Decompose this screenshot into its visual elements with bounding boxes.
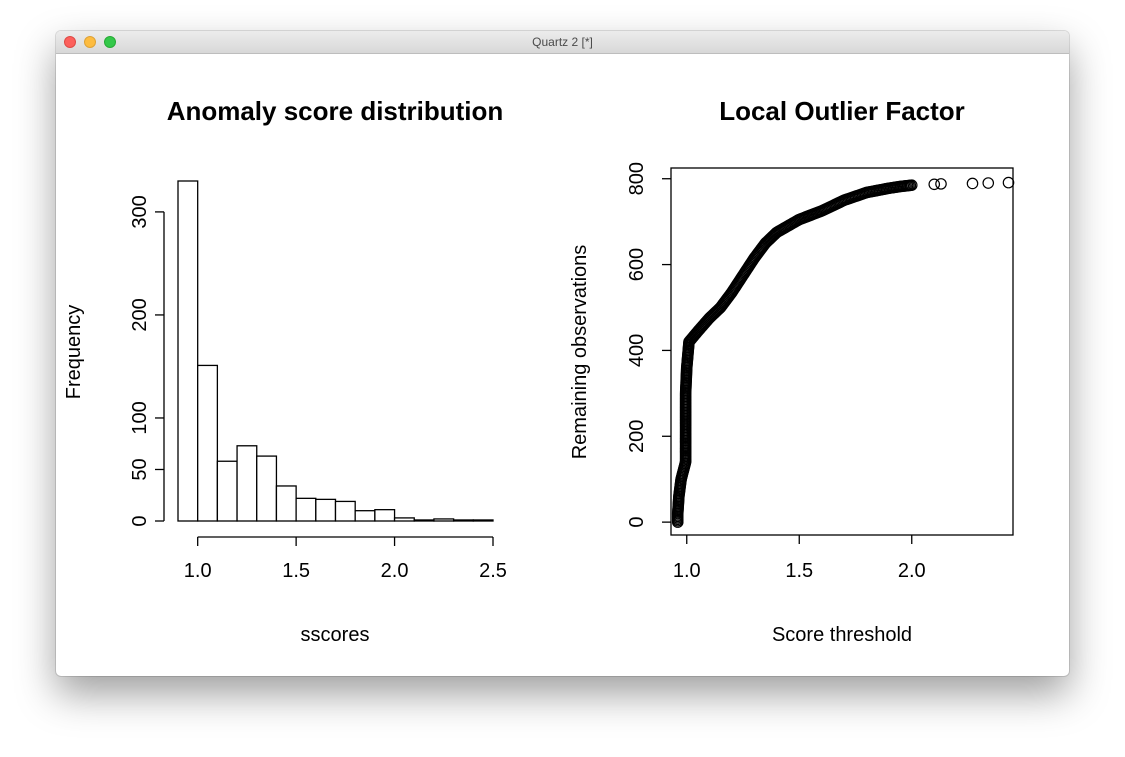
histogram-bar-14 — [452, 519, 474, 522]
histogram-bar-9 — [354, 510, 376, 522]
lof-title: Local Outlier Factor — [719, 96, 965, 126]
lof-y-tick-label-4: 800 — [626, 162, 648, 195]
histogram-bar-12 — [413, 519, 435, 522]
lof-x-tick-label-1: 1.5 — [785, 560, 813, 582]
histogram-bar-0 — [177, 180, 199, 522]
plot-area: Anomaly score distribution sscores Frequ… — [56, 54, 1069, 676]
histogram-bar-11 — [393, 517, 415, 522]
histogram-bar-7 — [315, 498, 337, 522]
lof-panel: Local Outlier Factor Score threshold Rem… — [569, 96, 1015, 646]
histogram-y-label: Frequency — [63, 305, 85, 400]
lof-outlier-point-1 — [935, 178, 947, 190]
lof-y-tick-label-3: 600 — [626, 248, 648, 281]
lof-y-axis: 0 200 400 600 800 — [626, 162, 671, 528]
histogram-bar-13 — [433, 518, 455, 522]
histogram-x-axis: 1.0 1.5 2.0 2.5 — [184, 536, 507, 582]
histogram-y-tick-label-2: 100 — [129, 401, 151, 434]
lof-y-tick-label-1: 200 — [626, 420, 648, 453]
histogram-bar-5 — [275, 485, 297, 522]
zoom-window-button[interactable] — [104, 36, 116, 48]
lof-x-axis: 1.0 1.5 2.0 — [673, 535, 926, 582]
lof-x-tick-label-0: 1.0 — [673, 560, 701, 582]
lof-y-label: Remaining observations — [569, 245, 591, 460]
histogram-panel: Anomaly score distribution sscores Frequ… — [63, 96, 507, 646]
histogram-bar-2 — [216, 460, 238, 522]
histogram-bar-3 — [236, 445, 258, 522]
histogram-bar-10 — [374, 509, 396, 522]
histogram-x-tick-label-3: 2.5 — [479, 560, 507, 582]
histogram-y-tick-label-3: 200 — [129, 298, 151, 331]
lof-point-323 — [905, 179, 918, 191]
window-title: Quartz 2 [*] — [532, 35, 593, 49]
histogram-x-label: sscores — [301, 624, 370, 646]
minimize-window-button[interactable] — [84, 36, 96, 48]
histogram-bar-4 — [256, 455, 278, 522]
lof-outlier-point-0 — [928, 178, 941, 191]
plots-svg: Anomaly score distribution sscores Frequ… — [63, 96, 1015, 646]
close-window-button[interactable] — [64, 36, 76, 48]
histogram-bars — [177, 180, 494, 522]
lof-y-tick-label-2: 400 — [626, 334, 648, 367]
histogram-x-tick-label-1: 1.5 — [282, 560, 310, 582]
lof-outlier-point-2 — [966, 177, 979, 190]
histogram-x-tick-label-0: 1.0 — [184, 560, 212, 582]
histogram-title: Anomaly score distribution — [167, 96, 504, 126]
lof-outlier-point-3 — [982, 177, 995, 189]
histogram-bar-1 — [197, 364, 219, 522]
histogram-x-tick-label-2: 2.0 — [381, 560, 409, 582]
histogram-y-tick-label-1: 50 — [129, 458, 151, 480]
window-titlebar[interactable]: Quartz 2 [*] — [56, 31, 1069, 54]
histogram-bar-6 — [295, 497, 317, 522]
lof-outlier-point-4 — [1002, 176, 1015, 189]
histogram-y-axis: 0 50 100 200 300 — [129, 195, 165, 527]
lof-y-tick-label-0: 0 — [626, 517, 648, 528]
lof-x-tick-label-2: 2.0 — [898, 560, 926, 582]
lof-points — [671, 176, 1015, 528]
lof-plot-box — [670, 167, 1014, 536]
quartz-window: Quartz 2 [*] Anomaly score distribution … — [56, 31, 1069, 676]
histogram-y-tick-label-4: 300 — [129, 195, 151, 228]
histogram-y-tick-label-0: 0 — [129, 515, 151, 526]
histogram-bar-8 — [334, 500, 356, 522]
histogram-bar-15 — [472, 519, 494, 522]
lof-x-label: Score threshold — [772, 624, 912, 646]
